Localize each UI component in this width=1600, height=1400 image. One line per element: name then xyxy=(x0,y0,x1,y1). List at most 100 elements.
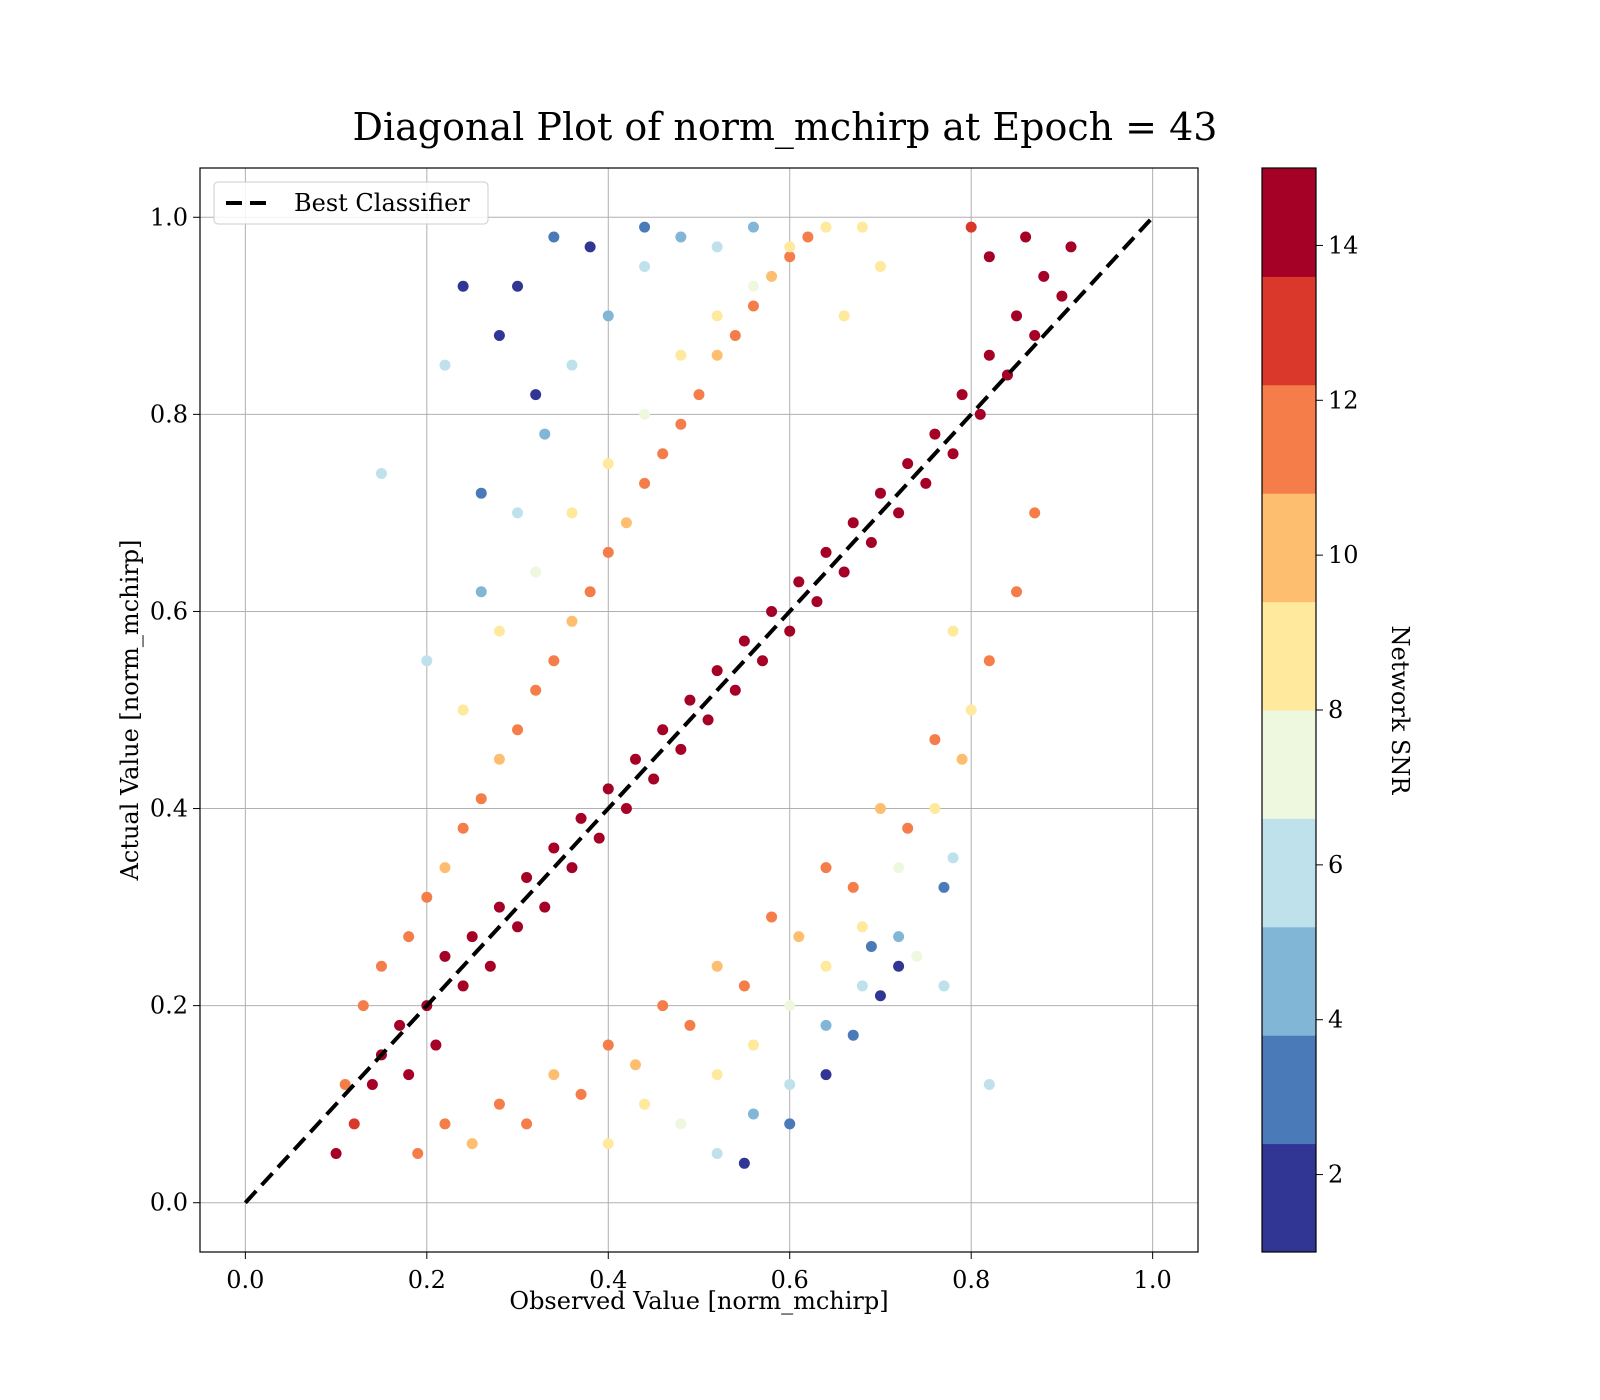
scatter-point xyxy=(747,1108,759,1120)
colorbar-label: Network SNR xyxy=(1386,626,1414,796)
scatter-point xyxy=(947,852,959,864)
scatter-point xyxy=(738,980,750,992)
colorbar-band xyxy=(1262,493,1316,603)
scatter-point xyxy=(675,743,687,755)
scatter-point xyxy=(493,1098,505,1110)
y-tick-label: 0.8 xyxy=(150,400,188,428)
scatter-point xyxy=(375,960,387,972)
scatter-point xyxy=(675,1118,687,1130)
scatter-point xyxy=(684,694,696,706)
scatter-point xyxy=(802,231,814,243)
scatter-point xyxy=(457,704,469,716)
scatter-point xyxy=(430,1039,442,1051)
scatter-point xyxy=(1011,310,1023,322)
colorbar-band xyxy=(1262,818,1316,928)
x-axis-label: Observed Value [norm_mchirp] xyxy=(509,1287,888,1315)
colorbar-tick-label: 12 xyxy=(1328,386,1359,414)
scatter-point xyxy=(956,753,968,765)
scatter-point xyxy=(602,1138,614,1150)
x-tick-label: 0.6 xyxy=(771,1266,809,1294)
scatter-point xyxy=(575,1088,587,1100)
x-axis-ticks: 0.0 0.2 0.4 0.6 0.8 1.0 xyxy=(226,1252,1172,1294)
y-tick-label: 0.6 xyxy=(150,597,188,625)
colorbar-band xyxy=(1262,168,1316,277)
scatter-point xyxy=(475,487,487,499)
scatter-point xyxy=(911,950,923,962)
scatter-point xyxy=(521,1118,533,1130)
scatter-point xyxy=(956,389,968,401)
scatter-point xyxy=(1029,507,1041,519)
scatter-point xyxy=(512,724,524,736)
x-tick-label: 1.0 xyxy=(1134,1266,1172,1294)
scatter-point xyxy=(874,990,886,1002)
scatter-point xyxy=(784,1000,796,1012)
scatter-point xyxy=(983,655,995,667)
scatter-point xyxy=(947,625,959,637)
scatter-point xyxy=(575,812,587,824)
scatter-point xyxy=(983,349,995,361)
y-tick-label: 1.0 xyxy=(150,203,188,231)
scatter-point xyxy=(639,261,651,273)
y-tick-label: 0.4 xyxy=(150,795,188,823)
scatter-point xyxy=(929,428,941,440)
scatter-point xyxy=(738,635,750,647)
scatter-point xyxy=(784,1118,796,1130)
scatter-point xyxy=(847,517,859,529)
y-tick-label: 0.0 xyxy=(150,1189,188,1217)
x-tick-label: 0.0 xyxy=(226,1266,264,1294)
scatter-point xyxy=(793,931,805,943)
colorbar-band xyxy=(1262,601,1316,711)
x-tick-label: 0.2 xyxy=(408,1266,446,1294)
scatter-point xyxy=(820,546,832,558)
scatter-point xyxy=(675,231,687,243)
scatter-point xyxy=(330,1147,342,1159)
scatter-point xyxy=(729,684,741,696)
scatter-point xyxy=(466,1138,478,1150)
scatter-point xyxy=(847,881,859,893)
scatter-point xyxy=(747,221,759,233)
scatter-point xyxy=(530,389,542,401)
scatter-point xyxy=(965,221,977,233)
x-tick-label: 0.4 xyxy=(589,1266,627,1294)
colorbar-band xyxy=(1262,1143,1316,1253)
scatter-point xyxy=(711,310,723,322)
scatter-point xyxy=(375,467,387,479)
scatter-point xyxy=(893,931,905,943)
scatter-point xyxy=(675,349,687,361)
scatter-point xyxy=(657,724,669,736)
scatter-point xyxy=(747,1039,759,1051)
scatter-point xyxy=(820,862,832,874)
scatter-point xyxy=(729,330,741,342)
scatter-point xyxy=(974,408,986,420)
colorbar-band xyxy=(1262,710,1316,819)
colorbar-tick-label: 8 xyxy=(1328,696,1343,724)
plot-frame xyxy=(199,167,1199,1253)
scatter-point xyxy=(629,753,641,765)
scatter-point xyxy=(711,241,723,253)
scatter-point xyxy=(1065,241,1077,253)
y-axis-ticks: 0.0 0.2 0.4 0.6 0.8 1.0 xyxy=(150,203,200,1217)
colorbar-ticks: 2 4 6 8 10 12 14 xyxy=(1316,231,1359,1189)
scatter-point xyxy=(929,803,941,815)
scatter-point xyxy=(865,941,877,953)
scatter-point xyxy=(983,251,995,263)
scatter-point xyxy=(639,477,651,489)
scatter-point xyxy=(766,605,778,617)
scatter-point xyxy=(1056,290,1068,302)
scatter-point xyxy=(639,408,651,420)
scatter-point xyxy=(530,684,542,696)
scatter-point xyxy=(766,911,778,923)
scatter-point xyxy=(684,1019,696,1031)
scatter-point xyxy=(766,270,778,282)
scatter-point xyxy=(584,586,596,598)
scatter-point xyxy=(439,1118,451,1130)
scatter-point xyxy=(856,221,868,233)
scatter-point xyxy=(938,980,950,992)
scatter-point xyxy=(548,655,560,667)
scatter-point xyxy=(838,310,850,322)
scatter-point xyxy=(620,803,632,815)
scatter-point xyxy=(893,862,905,874)
scatter-point xyxy=(648,773,660,785)
scatter-point xyxy=(874,803,886,815)
scatter-point xyxy=(902,458,914,470)
